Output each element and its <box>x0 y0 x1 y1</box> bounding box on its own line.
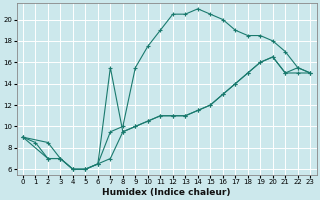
X-axis label: Humidex (Indice chaleur): Humidex (Indice chaleur) <box>102 188 231 197</box>
